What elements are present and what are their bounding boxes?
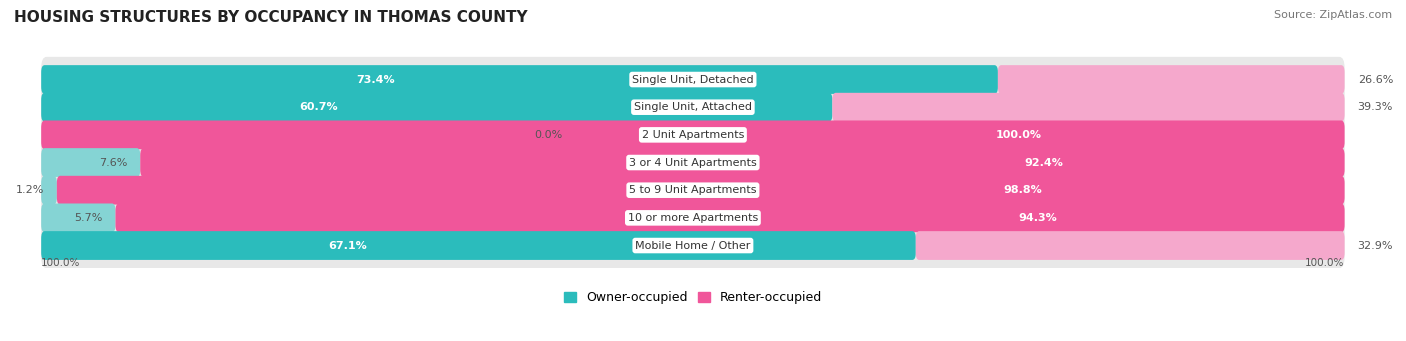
Text: 98.8%: 98.8% [1004, 185, 1042, 195]
Text: 7.6%: 7.6% [98, 158, 127, 167]
FancyBboxPatch shape [915, 231, 1344, 260]
FancyBboxPatch shape [41, 140, 1344, 185]
Text: 0.0%: 0.0% [534, 130, 562, 140]
Text: Single Unit, Detached: Single Unit, Detached [633, 75, 754, 85]
FancyBboxPatch shape [41, 65, 998, 94]
Text: 100.0%: 100.0% [1305, 258, 1344, 268]
FancyBboxPatch shape [41, 85, 1344, 130]
FancyBboxPatch shape [41, 176, 56, 205]
Text: 5 to 9 Unit Apartments: 5 to 9 Unit Apartments [628, 185, 756, 195]
Text: 26.6%: 26.6% [1358, 75, 1393, 85]
FancyBboxPatch shape [115, 204, 1344, 232]
Text: 100.0%: 100.0% [41, 258, 80, 268]
FancyBboxPatch shape [41, 195, 1344, 240]
FancyBboxPatch shape [56, 176, 1344, 205]
Text: 67.1%: 67.1% [328, 240, 367, 251]
FancyBboxPatch shape [998, 65, 1344, 94]
FancyBboxPatch shape [41, 204, 115, 232]
Text: Source: ZipAtlas.com: Source: ZipAtlas.com [1274, 10, 1392, 20]
Text: 1.2%: 1.2% [15, 185, 44, 195]
FancyBboxPatch shape [41, 57, 1344, 102]
Text: 5.7%: 5.7% [75, 213, 103, 223]
Text: 73.4%: 73.4% [357, 75, 395, 85]
Text: Single Unit, Attached: Single Unit, Attached [634, 102, 752, 112]
Legend: Owner-occupied, Renter-occupied: Owner-occupied, Renter-occupied [558, 286, 827, 310]
FancyBboxPatch shape [41, 148, 141, 177]
Text: 3 or 4 Unit Apartments: 3 or 4 Unit Apartments [628, 158, 756, 167]
Text: 32.9%: 32.9% [1358, 240, 1393, 251]
FancyBboxPatch shape [41, 167, 1344, 213]
Text: 2 Unit Apartments: 2 Unit Apartments [641, 130, 744, 140]
Text: 94.3%: 94.3% [1018, 213, 1057, 223]
FancyBboxPatch shape [41, 231, 915, 260]
FancyBboxPatch shape [41, 112, 1344, 158]
FancyBboxPatch shape [41, 223, 1344, 268]
Text: 100.0%: 100.0% [995, 130, 1042, 140]
Text: HOUSING STRUCTURES BY OCCUPANCY IN THOMAS COUNTY: HOUSING STRUCTURES BY OCCUPANCY IN THOMA… [14, 10, 527, 25]
Text: 39.3%: 39.3% [1358, 102, 1393, 112]
FancyBboxPatch shape [41, 93, 832, 122]
FancyBboxPatch shape [141, 148, 1344, 177]
FancyBboxPatch shape [832, 93, 1344, 122]
Text: 92.4%: 92.4% [1024, 158, 1063, 167]
Text: Mobile Home / Other: Mobile Home / Other [636, 240, 751, 251]
Text: 10 or more Apartments: 10 or more Apartments [627, 213, 758, 223]
Text: 60.7%: 60.7% [299, 102, 337, 112]
FancyBboxPatch shape [41, 120, 1344, 149]
